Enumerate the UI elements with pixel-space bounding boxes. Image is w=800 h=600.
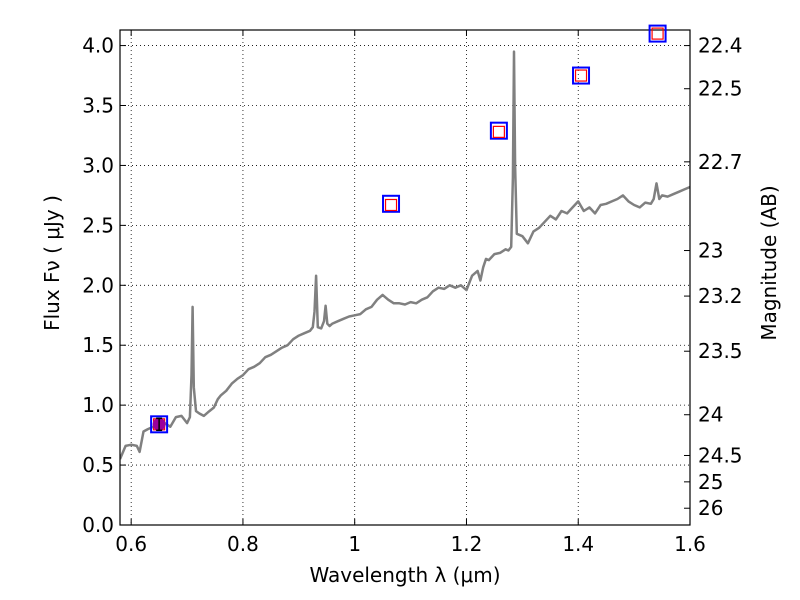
y-axis-label-right: Magnitude (AB) (757, 185, 781, 340)
grid-lines (120, 30, 691, 526)
right-tick-label: 23.2 (698, 284, 743, 308)
photometry-marker (382, 194, 401, 213)
y-tick-label: 4.0 (82, 34, 114, 58)
x-tick-label: 1.2 (451, 532, 483, 556)
y-tick-label: 1.5 (82, 333, 114, 357)
right-tick-label: 22.4 (698, 34, 743, 58)
x-tick-label: 1 (348, 532, 361, 556)
y-tick-label: 0.5 (82, 453, 114, 477)
model-marker (492, 125, 505, 138)
photometry-marker (489, 121, 508, 140)
photometry-marker (648, 24, 667, 43)
model-marker (651, 27, 664, 40)
photometry-marker (572, 66, 591, 85)
x-axis: 0.6 0.8 1 1.2 1.4 1.6 (115, 30, 706, 556)
y-tick-label: 0.0 (82, 513, 114, 537)
marker-layer (150, 24, 667, 434)
y-tick-label: 2.5 (82, 213, 114, 237)
photometry-marker (150, 415, 169, 434)
y-tick-label: 1.0 (82, 393, 114, 417)
right-tick-label: 25 (698, 470, 723, 494)
x-tick-label: 0.6 (115, 532, 147, 556)
x-tick-label: 1.6 (674, 532, 706, 556)
right-tick-label: 22.5 (698, 77, 743, 101)
plot-frame (119, 29, 691, 526)
y-tick-label: 3.5 (82, 94, 114, 118)
x-axis-label: Wavelength λ (μm) (309, 563, 500, 587)
right-tick-label: 23 (698, 239, 723, 263)
model-marker (574, 69, 588, 82)
right-tick-label: 22.7 (698, 150, 743, 174)
y-axis-label: Flux Fν ( μJy ) (40, 195, 64, 331)
y-axis-left: 0.0 0.5 1.0 1.5 2.0 2.5 3.0 3.5 4.0 (82, 34, 126, 537)
plot-area (120, 50, 690, 460)
y-tick-label: 2.0 (82, 273, 114, 297)
right-tick-label: 26 (698, 496, 723, 520)
x-tick-label: 1.4 (562, 532, 594, 556)
right-tick-label: 24 (698, 403, 723, 427)
x-tick-label: 0.8 (227, 532, 259, 556)
y-tick-label: 3.0 (82, 153, 114, 177)
right-tick-label: 24.5 (698, 443, 743, 467)
model-marker (384, 198, 398, 212)
right-tick-label: 23.5 (698, 339, 743, 363)
spectrum-line (120, 50, 690, 460)
